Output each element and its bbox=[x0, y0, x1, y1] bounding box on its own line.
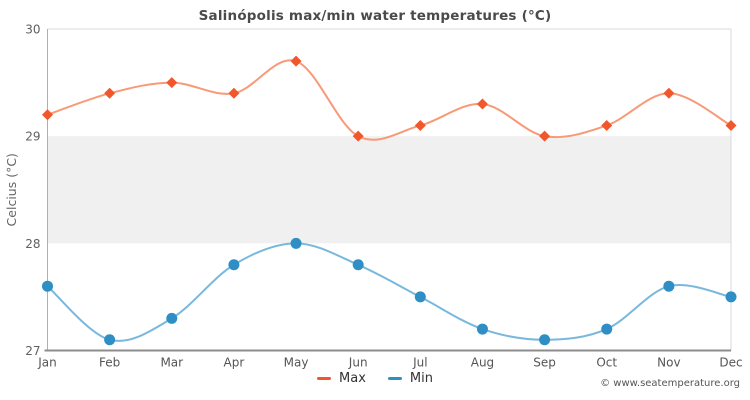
min-point-dec[interactable] bbox=[725, 291, 737, 303]
min-point-nov[interactable] bbox=[663, 280, 675, 292]
x-tick-label-jul: Jul bbox=[412, 356, 427, 370]
max-point-feb[interactable] bbox=[104, 87, 116, 99]
min-series-line[interactable] bbox=[46, 242, 732, 342]
max-point-may[interactable] bbox=[290, 55, 302, 67]
max-point-jul[interactable] bbox=[414, 119, 426, 131]
max-series-line[interactable] bbox=[46, 59, 732, 141]
legend-item-min[interactable]: Min bbox=[387, 371, 433, 386]
min-point-mar[interactable] bbox=[166, 312, 178, 324]
x-tick-label-nov: Nov bbox=[657, 356, 680, 370]
y-axis-title: Celcius (°C) bbox=[4, 153, 19, 226]
max-point-apr[interactable] bbox=[228, 87, 240, 99]
max-point-nov[interactable] bbox=[663, 87, 675, 99]
max-point-mar[interactable] bbox=[166, 77, 178, 89]
min-point-jun[interactable] bbox=[352, 259, 364, 271]
legend-label-min: Min bbox=[409, 371, 433, 386]
copyright-attribution: © www.seatemperature.org bbox=[600, 378, 740, 389]
x-tick-label-aug: Aug bbox=[471, 356, 494, 370]
y-plot-band bbox=[47, 136, 731, 244]
x-tick-label-mar: Mar bbox=[160, 356, 183, 370]
x-tick-label-oct: Oct bbox=[596, 356, 617, 370]
x-tick-label-feb: Feb bbox=[99, 356, 120, 370]
x-tick-label-jun: Jun bbox=[348, 356, 368, 370]
plot-area: 27 28 29 30 Celcius (°C) Jan Feb Mar Apr May Jun Ju… bbox=[4, 23, 743, 370]
min-point-feb[interactable] bbox=[104, 334, 116, 346]
max-point-jan[interactable] bbox=[42, 109, 53, 121]
min-point-apr[interactable] bbox=[228, 259, 240, 271]
min-point-oct[interactable] bbox=[601, 323, 613, 335]
min-series-dash-icon bbox=[387, 377, 402, 380]
max-point-jun[interactable] bbox=[352, 130, 364, 142]
min-point-sep[interactable] bbox=[539, 334, 551, 346]
max-series-dash-icon bbox=[317, 377, 332, 380]
max-point-oct[interactable] bbox=[601, 119, 613, 131]
legend-item-max[interactable]: Max bbox=[317, 371, 366, 386]
x-tick-label-apr: Apr bbox=[224, 356, 245, 370]
min-point-jan[interactable] bbox=[42, 280, 53, 292]
x-tick-label-dec: Dec bbox=[719, 356, 742, 370]
y-tick-label-28: 28 bbox=[25, 237, 40, 251]
max-point-sep[interactable] bbox=[539, 130, 551, 142]
x-tick-label-may: May bbox=[284, 356, 309, 370]
y-tick-label-27: 27 bbox=[25, 344, 40, 358]
legend: Max Min bbox=[0, 371, 750, 386]
chart-title: Salinópolis max/min water temperatures (… bbox=[198, 8, 552, 24]
min-point-jul[interactable] bbox=[414, 291, 426, 303]
min-point-may[interactable] bbox=[290, 237, 302, 249]
max-point-aug[interactable] bbox=[476, 98, 488, 110]
y-tick-label-30: 30 bbox=[25, 23, 40, 37]
legend-label-max: Max bbox=[339, 371, 366, 386]
min-point-aug[interactable] bbox=[476, 323, 488, 335]
max-point-dec[interactable] bbox=[725, 119, 737, 131]
y-tick-label-29: 29 bbox=[25, 130, 40, 144]
x-tick-label-jan: Jan bbox=[37, 356, 57, 370]
x-tick-label-sep: Sep bbox=[533, 356, 556, 370]
